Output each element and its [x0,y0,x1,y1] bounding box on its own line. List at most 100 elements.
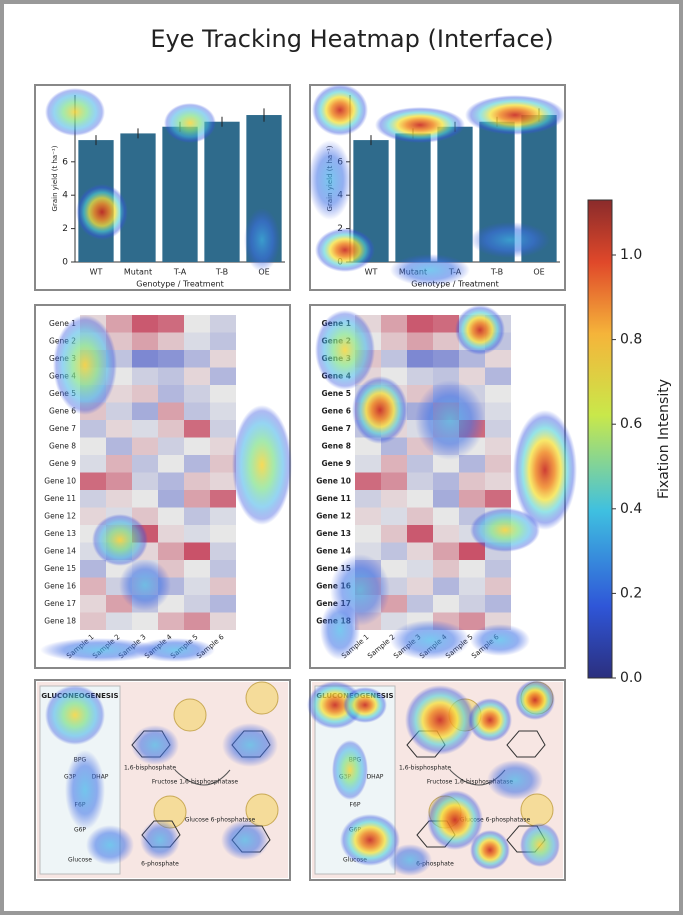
heat-cell [433,560,459,578]
heat-cell [355,490,381,508]
heat-cell [407,560,433,578]
heat-cell [210,595,236,613]
x-tick-label: WT [365,268,378,277]
heat-cell [158,508,184,526]
heat-cell [106,455,132,473]
pathway-label: 6-phosphate [141,861,179,868]
heat-cell [210,473,236,491]
heat-cell [355,455,381,473]
heat-cell [210,543,236,561]
heat-cell [210,560,236,578]
heat-cell [132,350,158,368]
x-tick-label: T-B [215,268,228,277]
heat-cell [485,595,511,613]
heat-cell [459,368,485,386]
colorbar-tick-label: 0.0 [620,670,642,686]
heat-cell [407,350,433,368]
heat-cell [184,508,210,526]
fixation-blob [222,723,278,767]
x-tick-label: WT [90,268,103,277]
bar [120,133,155,262]
heat-cell [433,508,459,526]
heat-cell [381,315,407,333]
y-axis-label: Grain yield (t ha⁻¹) [51,145,59,211]
fixation-blob [470,222,550,258]
fixation-blob [131,725,179,765]
heat-cell [158,350,184,368]
heat-cell [184,560,210,578]
fixation-blob [86,825,134,865]
heat-cell [485,403,511,421]
heat-cell [381,508,407,526]
heat-cell [132,490,158,508]
heat-cell [210,578,236,596]
phosphate [246,682,278,714]
fixation-blob [470,830,510,870]
heat-cell [210,420,236,438]
heat-cell [485,560,511,578]
heat-cell [158,455,184,473]
fixation-blob [53,315,117,415]
fixation-blob [415,380,485,460]
x-tick-label: OE [533,268,544,277]
heat-cell [158,333,184,351]
heat-cell [210,350,236,368]
row-label: Gene 7 [49,424,76,433]
y-tick-label: 2 [62,224,68,234]
heat-cell [407,525,433,543]
heat-cell [80,455,106,473]
fixation-blob [119,559,171,611]
heat-cell [485,368,511,386]
row-label: Gene 8 [322,441,352,450]
heat-cell [106,420,132,438]
fixation-blob [140,820,180,860]
heat-cell [158,403,184,421]
heat-cell [433,490,459,508]
heat-cell [407,595,433,613]
row-label: Gene 10 [316,476,351,485]
heat-cell [381,473,407,491]
heat-cell [132,385,158,403]
heat-cell [106,473,132,491]
fixation-blob [520,823,560,867]
fixation-blob [455,305,505,355]
heat-cell [158,420,184,438]
heat-cell [459,473,485,491]
heat-cell [158,543,184,561]
fixation-blob [352,376,408,444]
heat-cell [407,333,433,351]
heat-cell [158,525,184,543]
row-label: Gene 11 [44,494,76,503]
heat-cell [381,543,407,561]
heat-cell [210,525,236,543]
bar [395,133,430,262]
heat-cell [80,595,106,613]
heat-cell [485,578,511,596]
heat-cell [210,385,236,403]
heat-cell [210,333,236,351]
heat-cell [158,613,184,631]
heat-cell [80,490,106,508]
heat-cell [459,595,485,613]
heat-cell [485,438,511,456]
heat-cell [381,490,407,508]
heat-cell [184,543,210,561]
fixation-blob [76,184,128,240]
heat-cell [381,333,407,351]
fixation-blob [315,228,375,272]
heat-cell [407,473,433,491]
heat-cell [485,385,511,403]
row-label: Gene 13 [316,529,351,538]
pathway-label: 1,6-bisphosphate [124,765,176,772]
figure: Eye Tracking Heatmap (Interface) 0246WTM… [0,0,683,915]
pathway-label: F6P [350,802,361,809]
heat-cell [485,490,511,508]
fixation-blob [45,88,105,136]
heat-cell [459,578,485,596]
x-tick-label: Mutant [124,268,152,277]
row-label: Gene 15 [44,564,76,573]
colorbar-tick-label: 0.4 [620,501,642,517]
heat-cell [433,595,459,613]
fixation-blob [332,740,368,800]
fixation-blob [221,820,269,860]
